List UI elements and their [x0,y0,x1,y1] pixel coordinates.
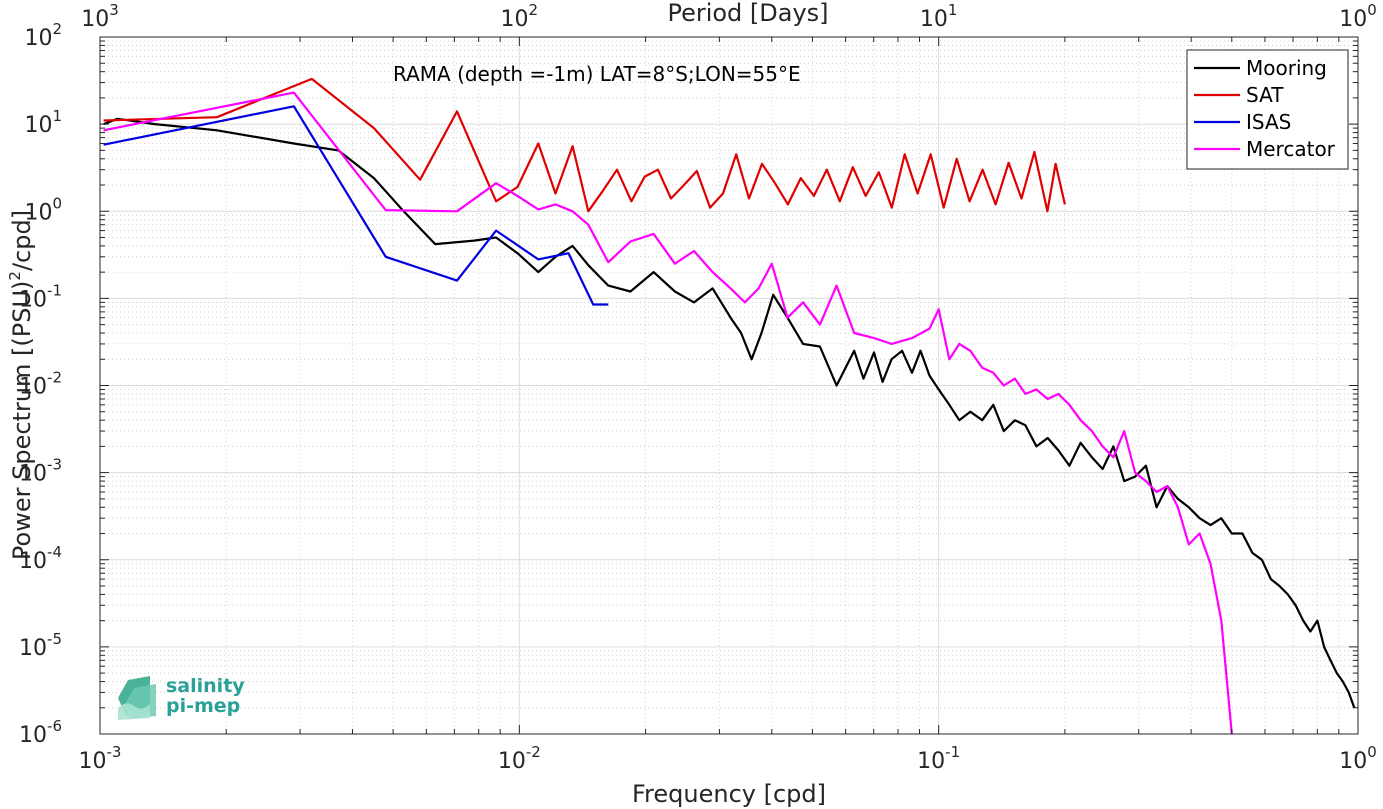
logo-line1: salinity [166,675,245,697]
legend: Mooring SAT ISAS Mercator [1186,49,1349,170]
y-tick-label: 10-4 [19,543,62,574]
x-tick-label: 100 [1339,743,1377,774]
legend-label-mooring: Mooring [1246,56,1327,80]
y-tick-label: 100 [24,194,62,225]
y-tick-label: 10-2 [19,369,62,400]
y-axis-label: Power Spectrum [(PSU)2/cpd] [6,210,36,560]
logo-line2: pi-mep [166,695,240,717]
y-tick-label: 101 [24,107,62,138]
station-annotation: RAMA (depth =-1m) LAT=8°S;LON=55°E [393,62,801,86]
top-tick-label: 100 [1339,1,1377,32]
salinity-pimep-logo: salinity pi-mep [118,675,245,720]
tick-marks [99,36,1359,735]
series-line-mercator [103,91,1233,735]
top-tick-label: 102 [501,1,539,32]
series-layer [103,77,1356,735]
x-tick-label: 10-3 [79,743,122,774]
series-line-sat [103,77,1066,213]
legend-label-isas: ISAS [1246,110,1291,134]
legend-label-mercator: Mercator [1246,137,1336,161]
series-line-mooring [103,117,1356,709]
y-tick-label: 10-1 [19,281,62,312]
tick-labels: 10-3 10-2 10-1 100 103 102 101 100 102 101 100 10-1… [19,1,1377,774]
y-tick-label: 102 [24,20,62,51]
y-tick-label: 10-5 [19,630,62,661]
y-tick-label: 10-6 [19,717,62,748]
legend-label-sat: SAT [1246,83,1284,107]
top-axis-label: Period [Days] [667,0,828,27]
x-axis-label: Frequency [cpd] [632,780,826,808]
x-tick-label: 10-1 [917,743,960,774]
series-line-isas [103,105,609,306]
top-tick-label: 103 [81,1,119,32]
y-tick-label: 10-3 [19,456,62,487]
top-tick-label: 101 [920,1,958,32]
x-tick-label: 10-2 [498,743,541,774]
